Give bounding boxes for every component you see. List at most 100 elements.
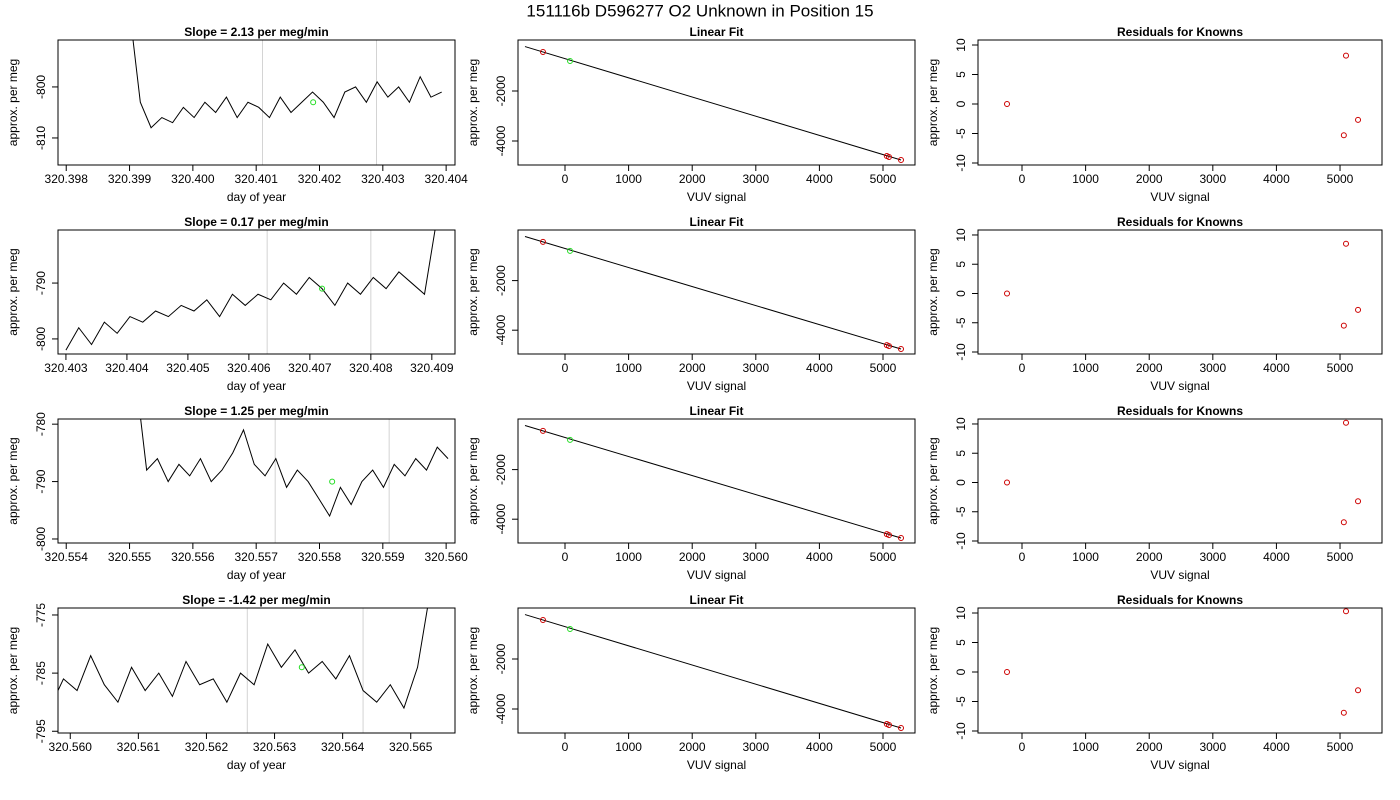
residual-point xyxy=(1004,101,1011,108)
panel: Residuals for Knowns VUV signal approx. pe… xyxy=(926,404,1383,582)
residual-point xyxy=(1004,479,1011,486)
panel: Linear Fit VUV signal approx. per meg 0 1000… xyxy=(466,215,916,393)
y-tick-label: -795 xyxy=(34,719,48,743)
y-tick-label: -790 xyxy=(34,271,48,295)
y-tick-label: -2000 xyxy=(494,75,508,106)
x-axis-label: VUV signal xyxy=(1150,568,1209,582)
panel: Slope = 2.13 per meg/min day of year appro… xyxy=(6,25,468,204)
residual-point xyxy=(1004,669,1011,676)
panel-title: Residuals for Knowns xyxy=(1117,25,1243,39)
x-tick-label: 320.558 xyxy=(298,550,342,564)
x-tick-label: 1000 xyxy=(1072,550,1099,564)
plot-frame xyxy=(977,607,1383,734)
panel-title: Residuals for Knowns xyxy=(1117,404,1243,418)
x-tick-label: 320.404 xyxy=(424,172,468,186)
plot-frame xyxy=(57,607,456,734)
y-tick-label: -4000 xyxy=(494,504,508,535)
x-axis-label: VUV signal xyxy=(687,190,746,204)
x-tick-label: 3000 xyxy=(742,361,769,375)
known-point xyxy=(539,427,546,434)
y-tick-label: -4000 xyxy=(494,125,508,156)
plot-area xyxy=(524,425,905,542)
y-axis-label: approx. per meg xyxy=(926,627,940,714)
x-tick-label: 1000 xyxy=(1072,740,1099,754)
plot-area xyxy=(1004,52,1362,139)
x-tick-label: 1000 xyxy=(615,361,642,375)
x-tick-label: 1000 xyxy=(1072,172,1099,186)
x-axis-label: VUV signal xyxy=(687,379,746,393)
x-tick-label: 0 xyxy=(1019,740,1026,754)
y-axis-label: approx. per meg xyxy=(6,59,20,146)
y-axis-label: approx. per meg xyxy=(466,248,480,335)
y-tick-label: -790 xyxy=(34,469,48,493)
panel: Slope = 0.17 per meg/min day of year appro… xyxy=(6,215,456,393)
x-tick-label: 4000 xyxy=(1263,172,1290,186)
x-tick-label: 5000 xyxy=(1327,550,1354,564)
y-tick-label: 0 xyxy=(954,668,968,675)
x-tick-label: 320.398 xyxy=(45,172,89,186)
x-tick-label: 320.407 xyxy=(288,361,332,375)
plot-area xyxy=(524,46,905,163)
y-axis-label: approx. per meg xyxy=(466,59,480,146)
y-tick-label: -4000 xyxy=(494,315,508,346)
known-point xyxy=(885,154,892,160)
y-tick-label: 10 xyxy=(954,228,968,242)
x-axis-label: VUV signal xyxy=(687,758,746,772)
plot-area xyxy=(140,419,449,543)
y-tick-label: -10 xyxy=(954,532,968,550)
y-tick-label: -2000 xyxy=(494,454,508,485)
y-axis-label: approx. per meg xyxy=(6,437,20,524)
x-tick-label: 0 xyxy=(1019,172,1026,186)
panel-title: Linear Fit xyxy=(689,593,743,607)
x-tick-label: 320.403 xyxy=(44,361,88,375)
y-tick-label: 5 xyxy=(954,450,968,457)
x-tick-label: 320.555 xyxy=(108,550,152,564)
y-tick-label: 10 xyxy=(954,38,968,52)
fit-line xyxy=(524,46,902,161)
plot-area xyxy=(1004,240,1362,329)
highlight-point xyxy=(298,664,305,671)
y-tick-label: 5 xyxy=(954,71,968,78)
x-tick-label: 0 xyxy=(562,550,569,564)
x-tick-label: 5000 xyxy=(1327,172,1354,186)
residual-point xyxy=(1355,687,1362,694)
y-tick-label: -2000 xyxy=(494,265,508,296)
x-tick-label: 0 xyxy=(562,740,569,754)
residual-point xyxy=(1343,52,1350,59)
x-tick-label: 5000 xyxy=(870,361,897,375)
plot-frame xyxy=(517,39,916,166)
x-axis-label: VUV signal xyxy=(1150,190,1209,204)
panel: Residuals for Knowns VUV signal approx. pe… xyxy=(926,593,1383,772)
x-tick-label: 5000 xyxy=(870,550,897,564)
plot-frame xyxy=(517,607,916,734)
panel: Linear Fit VUV signal approx. per meg 0 1000… xyxy=(466,25,916,204)
fit-line xyxy=(524,236,902,350)
x-tick-label: 4000 xyxy=(806,361,833,375)
panel: Linear Fit VUV signal approx. per meg 0 1000… xyxy=(466,593,916,772)
y-axis-label: approx. per meg xyxy=(926,248,940,335)
x-tick-label: 3000 xyxy=(1199,361,1226,375)
x-tick-label: 320.565 xyxy=(389,740,433,754)
plot-area xyxy=(65,230,436,354)
plot-area xyxy=(132,40,442,165)
x-tick-label: 2000 xyxy=(1136,550,1163,564)
known-point xyxy=(885,532,892,539)
x-tick-label: 320.403 xyxy=(361,172,405,186)
panel-title: Linear Fit xyxy=(689,25,743,39)
x-tick-label: 2000 xyxy=(1136,361,1163,375)
data-line xyxy=(58,608,428,710)
plot-area xyxy=(524,236,905,353)
fit-line xyxy=(524,425,902,539)
x-axis-label: VUV signal xyxy=(1150,758,1209,772)
residual-point xyxy=(1355,306,1362,313)
x-tick-label: 4000 xyxy=(806,740,833,754)
plot-area xyxy=(1004,419,1362,526)
residual-point xyxy=(1340,132,1347,139)
x-tick-label: 320.556 xyxy=(171,550,215,564)
y-tick-label: 0 xyxy=(954,479,968,486)
x-tick-label: 320.560 xyxy=(49,740,93,754)
x-tick-label: 5000 xyxy=(870,740,897,754)
residual-point xyxy=(1355,116,1362,123)
